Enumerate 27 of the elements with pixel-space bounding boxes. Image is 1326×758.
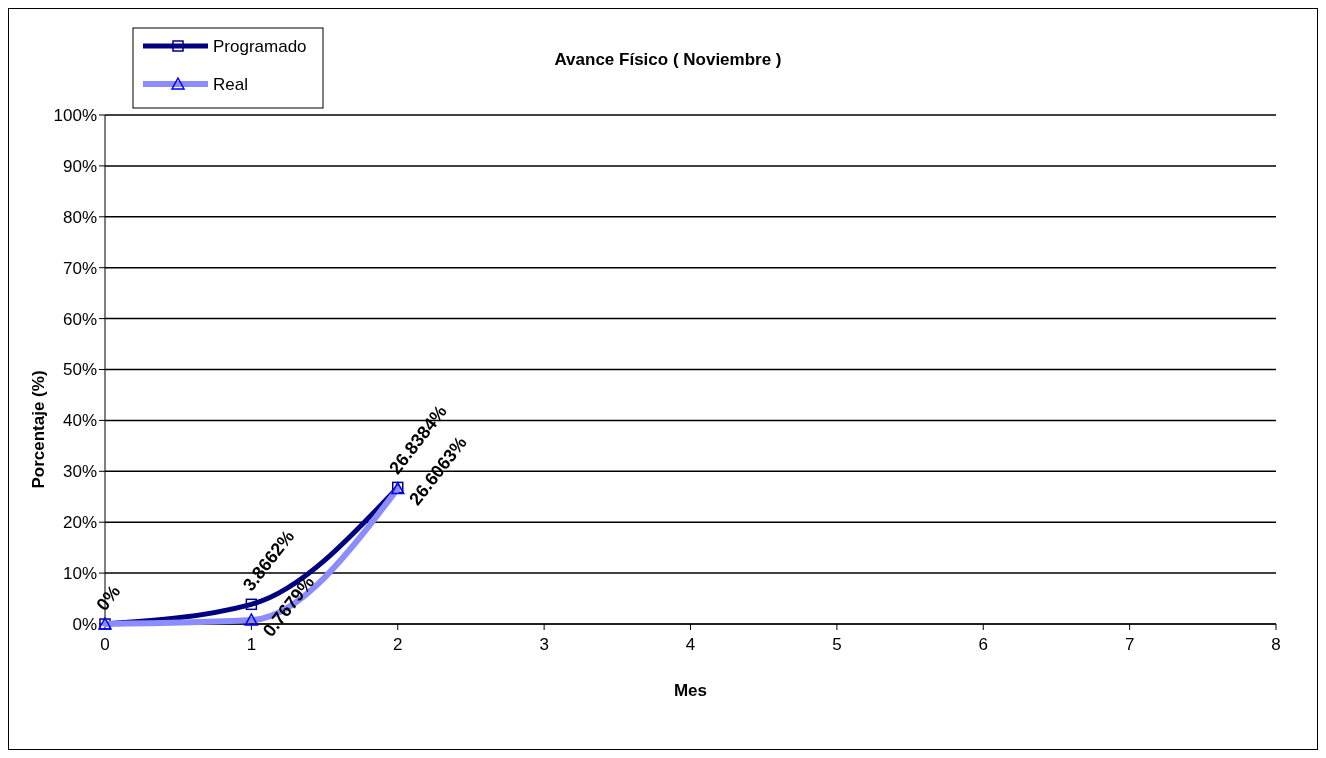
x-tick-label: 1	[246, 635, 257, 654]
x-tick-label: 6	[978, 635, 988, 654]
x-tick-label: 2	[393, 635, 403, 654]
legend-label: Real	[213, 74, 248, 94]
x-tick-label: 0	[100, 635, 110, 654]
point	[245, 598, 258, 611]
x-tick-label: 4	[685, 635, 696, 654]
y-tick-label: 70%	[62, 258, 97, 278]
y-tick-label: 100%	[53, 105, 97, 125]
y-tick-label: 40%	[62, 411, 97, 431]
y-tick-label: 10%	[62, 564, 97, 584]
y-tick-label: 80%	[62, 207, 97, 227]
x-tick-label: 7	[1124, 635, 1135, 654]
data-label: 0%	[92, 581, 125, 615]
x-axis-title: Mes	[673, 681, 708, 700]
y-tick-label: 30%	[62, 462, 97, 482]
x-tick-label: 5	[832, 635, 842, 654]
x-tick-label: 3	[539, 635, 549, 654]
y-tick-label: 50%	[62, 360, 97, 380]
y-tick-label: 60%	[62, 309, 97, 329]
y-axis-title: Porcentaje (%)	[29, 370, 48, 489]
y-tick-label: 0%	[72, 614, 97, 634]
y-tick-label: 20%	[62, 513, 97, 533]
y-tick-label: 90%	[62, 156, 97, 176]
chart-title: Avance Físico ( Noviembre )	[554, 50, 782, 69]
legend-label: Programado	[213, 36, 307, 56]
x-tick-label: 8	[1271, 635, 1281, 654]
